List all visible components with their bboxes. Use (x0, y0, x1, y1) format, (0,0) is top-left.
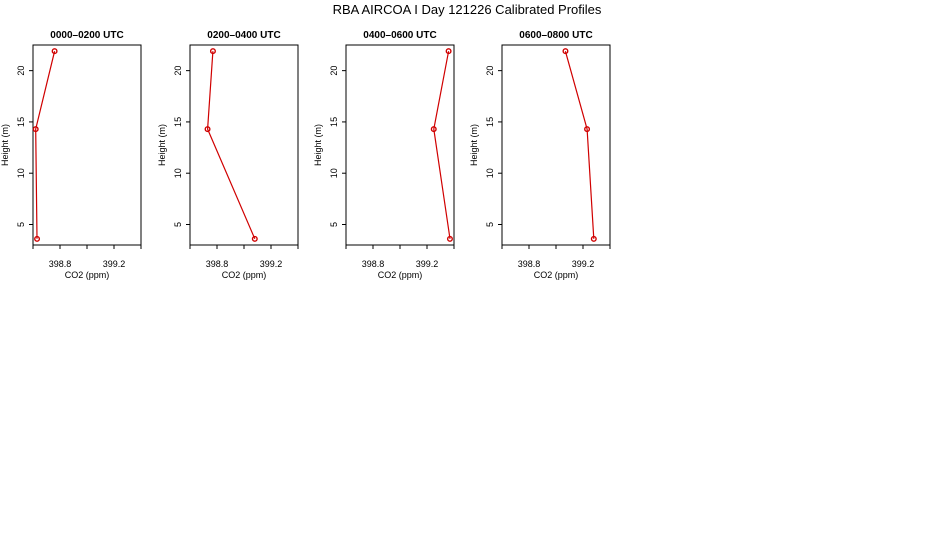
y-tick-label: 5 (173, 222, 183, 227)
y-tick-label: 10 (485, 168, 495, 178)
x-tick-label: 399.2 (572, 259, 595, 269)
x-axis-label: CO2 (ppm) (534, 270, 579, 280)
figure-title: RBA AIRCOA I Day 121226 Calibrated Profi… (333, 2, 602, 17)
y-tick-label: 20 (329, 66, 339, 76)
plot-frame (501, 44, 611, 246)
profile-panel-3: 0400–0600 UTC 398.8 399.2 5 10 15 20 CO2 (ppm) H… (313, 30, 455, 280)
y-tick-label: 5 (329, 222, 339, 227)
panel-title: 0200–0400 UTC (207, 30, 280, 41)
panel-title: 0600–0800 UTC (519, 30, 592, 41)
y-axis-label: Height (m) (157, 124, 167, 166)
data-point (51, 48, 58, 55)
y-axis-label: Height (m) (313, 124, 323, 166)
profile-panel-1: 0000–0200 UTC 398.8 399.2 5 10 15 20 CO2 (ppm) H… (0, 30, 142, 280)
y-axis-label: Height (m) (0, 124, 10, 166)
y-tick-label: 20 (485, 66, 495, 76)
data-point (32, 126, 39, 133)
data-point (209, 48, 216, 55)
y-tick-label: 15 (485, 117, 495, 127)
x-tick-label: 398.8 (49, 259, 72, 269)
y-tick-label: 5 (485, 222, 495, 227)
data-point (562, 48, 569, 55)
series-line (206, 51, 256, 240)
x-axis-label: CO2 (ppm) (65, 270, 110, 280)
series-line (35, 51, 56, 239)
x-tick-label: 399.2 (260, 259, 283, 269)
x-tick-label: 399.2 (103, 259, 126, 269)
y-tick-label: 5 (16, 222, 26, 227)
y-tick-label: 15 (329, 117, 339, 127)
y-tick-label: 15 (173, 117, 183, 127)
x-tick-label: 398.8 (206, 259, 229, 269)
profile-panels: 0000–0200 UTC 398.8 399.2 5 10 15 20 CO2 (ppm) H… (0, 30, 611, 280)
data-point (445, 48, 452, 55)
x-tick-label: 398.8 (362, 259, 385, 269)
panel-title: 0400–0600 UTC (363, 30, 436, 41)
x-tick-label: 398.8 (518, 259, 541, 269)
series-line (564, 51, 595, 239)
panel-title: 0000–0200 UTC (50, 30, 123, 41)
data-point (446, 235, 453, 242)
plot-frame (345, 44, 455, 246)
data-point (204, 126, 211, 133)
y-tick-label: 10 (173, 168, 183, 178)
data-point (34, 235, 41, 242)
profile-panel-2: 0200–0400 UTC 398.8 399.2 5 10 15 20 CO2 (ppm) H… (157, 30, 299, 280)
data-point (584, 126, 591, 133)
x-axis-label: CO2 (ppm) (222, 270, 267, 280)
x-axis-label: CO2 (ppm) (378, 270, 423, 280)
y-tick-label: 15 (16, 117, 26, 127)
y-tick-label: 20 (173, 66, 183, 76)
data-point (430, 126, 437, 133)
x-tick-label: 399.2 (416, 259, 439, 269)
y-tick-label: 10 (329, 168, 339, 178)
series-line (433, 51, 451, 239)
profile-panel-4: 0600–0800 UTC 398.8 399.2 5 10 15 20 CO2 (ppm) H… (469, 30, 611, 280)
y-axis-label: Height (m) (469, 124, 479, 166)
data-point (251, 235, 258, 242)
data-point (590, 235, 597, 242)
y-tick-label: 10 (16, 168, 26, 178)
y-tick-label: 20 (16, 66, 26, 76)
